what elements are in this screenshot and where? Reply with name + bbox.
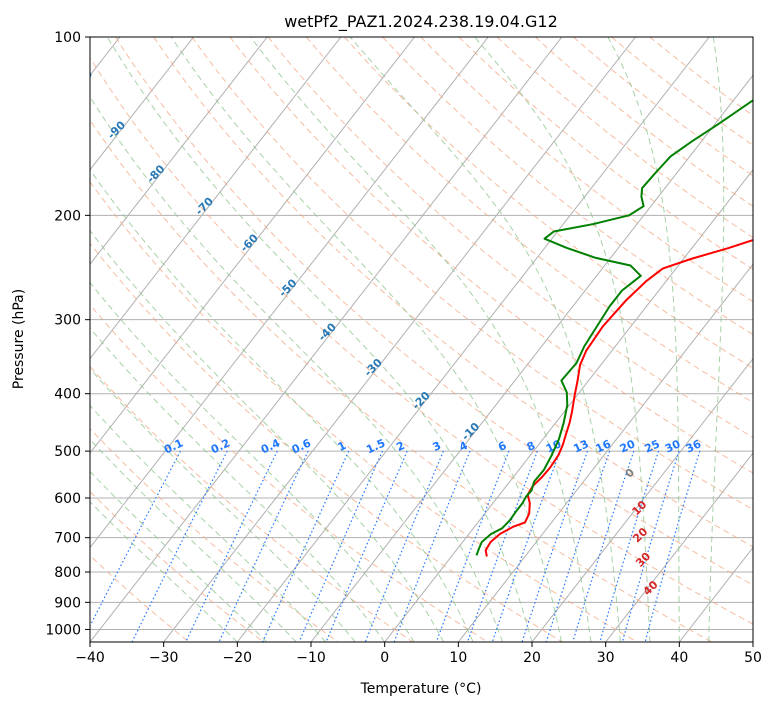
dry-adiabat-line: [153, 37, 753, 548]
mixing-ratio-label: 25: [643, 437, 662, 455]
dry-adiabat-line: [90, 490, 264, 642]
y-tick-label: 300: [54, 313, 81, 329]
chart-title: wetPf2_PAZ1.2024.238.19.04.G12: [284, 12, 558, 32]
mixing-ratio-label: 13: [571, 437, 590, 455]
x-axis-label: Temperature (°C): [360, 681, 482, 697]
dry-adiabat-line: [90, 242, 563, 642]
y-tick-label: 900: [54, 595, 81, 611]
moist-adiabat-line: [90, 367, 356, 642]
isotherm-line: [236, 37, 710, 642]
temperature-profile: [484, 239, 753, 557]
isotherm-line: [90, 37, 268, 266]
moist-adiabat-line: [90, 229, 445, 642]
dry-adiabat-line: [267, 37, 753, 438]
mixing-ratio-line: [262, 450, 350, 642]
isotherm-line: [384, 168, 753, 642]
x-tick-label: −10: [296, 650, 326, 666]
y-tick-label: 600: [54, 491, 81, 507]
x-tick-label: −30: [149, 650, 179, 666]
moist-adiabat-line: [90, 95, 503, 642]
y-tick-label: 500: [54, 444, 81, 460]
dry-adiabat-line: [611, 37, 753, 146]
moist-adiabat-line: [474, 37, 651, 642]
moist-adiabat-line: [90, 501, 238, 642]
mixing-ratio-line: [185, 450, 278, 642]
x-axis: −40 −30 −20 −10 0 10 20 30 40 50: [75, 642, 762, 666]
mixing-ratio-line: [298, 450, 384, 642]
mixing-ratio-label: 20: [618, 437, 638, 455]
moist-adiabat-line: [90, 281, 415, 642]
dry-adiabat-line: [90, 303, 488, 642]
mixing-ratio-label: 36: [684, 437, 704, 455]
mixing-ratio-line: [491, 450, 561, 642]
moist-adiabat-line: [90, 438, 297, 642]
dry-adiabat-line: [229, 37, 753, 474]
x-tick-label: 20: [523, 650, 541, 666]
mixing-ratio-line: [521, 450, 589, 642]
mixing-ratio-line: [364, 450, 444, 642]
x-tick-label: 50: [744, 650, 762, 666]
y-tick-label: 1000: [45, 622, 81, 638]
moist-adiabat-line: [106, 37, 533, 642]
moist-adiabat-line: [90, 470, 268, 642]
isotherm-line: [90, 37, 563, 642]
y-tick-label: 200: [54, 208, 81, 224]
dry-adiabat-line: [382, 37, 753, 336]
isotherm-line: [90, 37, 489, 549]
profiles: [475, 99, 753, 557]
isotherm-line: [90, 37, 415, 454]
isotherm-line: [90, 37, 342, 360]
y-tick-label: 700: [54, 531, 81, 547]
dry-adiabat-line: [344, 37, 753, 369]
isotherm-line: [605, 452, 753, 642]
x-tick-label: 40: [670, 650, 688, 666]
isotherm-line: [163, 37, 636, 642]
dry-adiabat-line: [458, 37, 753, 270]
dry-adiabat-line: [115, 37, 753, 586]
mixing-ratio-line: [599, 450, 660, 642]
dry-adiabat-line: [496, 37, 753, 239]
mixing-ratio-line: [644, 450, 701, 642]
moist-adiabat-line: [607, 37, 680, 642]
y-axis: 100 200 300 400 500 600 700 800 900 1000: [45, 30, 90, 638]
mixing-ratio-line: [545, 450, 611, 642]
x-tick-label: −20: [223, 650, 253, 666]
dry-adiabat-line: [90, 56, 753, 625]
y-tick-label: 400: [54, 387, 81, 403]
moist-adiabat-line: [708, 37, 725, 642]
x-tick-label: 10: [449, 650, 467, 666]
isotherm-line: [457, 263, 753, 642]
mixing-ratio-label: 16: [594, 437, 614, 455]
moist-adiabat-line: [170, 37, 562, 642]
background-lines: [90, 37, 753, 642]
x-tick-label: 0: [380, 650, 389, 666]
plot-frame: [89, 36, 754, 643]
dry-adiabat-line: [305, 37, 753, 404]
mixing-ratio-line: [572, 450, 635, 642]
x-tick-label: 30: [597, 650, 615, 666]
moist-adiabat-line: [90, 327, 386, 642]
dewpoint-profile: [475, 99, 753, 556]
isotherm-line: [531, 357, 753, 642]
moist-adiabat-line: [90, 168, 474, 642]
isotherm-line: [90, 37, 194, 171]
moist-adiabat-line: [90, 404, 327, 642]
moist-adiabat-line: [349, 37, 621, 642]
dry-adiabat-line: [90, 365, 414, 642]
isotherm-line: [310, 74, 753, 642]
mixing-ratio-line: [325, 450, 408, 642]
y-tick-label: 100: [54, 30, 81, 46]
plot-area: -100-90-80-70-60-50-40-30-20-100.10.20.4…: [90, 37, 753, 642]
moist-adiabat-line: [250, 37, 592, 642]
mixing-ratio-label: 30: [663, 437, 683, 455]
y-axis-label: Pressure (hPa): [11, 289, 27, 389]
dry-adiabat-line: [573, 37, 753, 177]
x-tick-label: −40: [75, 650, 105, 666]
mixing-ratio-line: [621, 450, 680, 642]
y-tick-label: 800: [54, 565, 81, 581]
